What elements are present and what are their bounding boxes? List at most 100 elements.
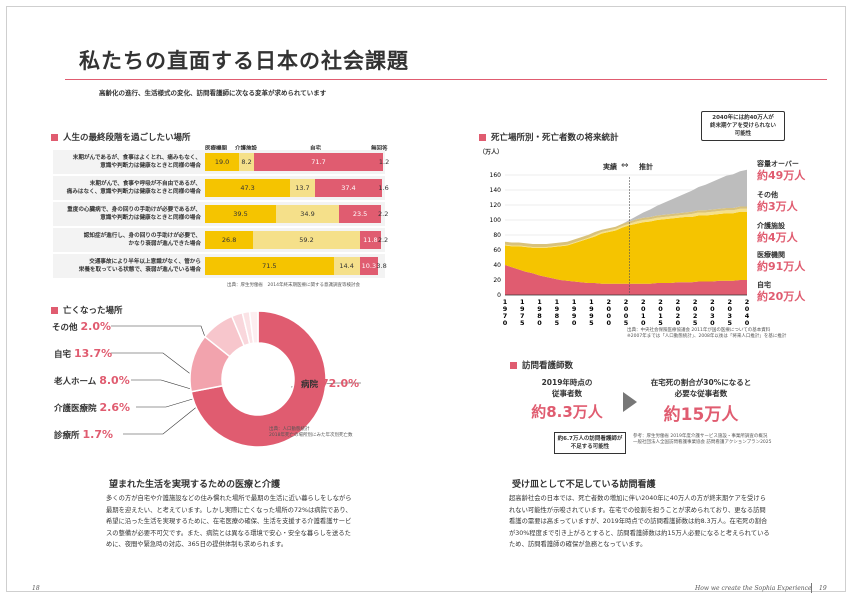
x-tick-label: 1 bbox=[537, 298, 542, 306]
death-chart-heading: 死亡場所別・死亡者数の将来統計 bbox=[479, 131, 619, 143]
y-tick-label: 20 bbox=[493, 277, 501, 284]
bar-segment-hospital: 19.0 bbox=[205, 153, 240, 171]
y-tick-label: 120 bbox=[490, 202, 502, 209]
death-place-donut bbox=[111, 310, 361, 448]
x-tick-label: 2 bbox=[693, 298, 698, 306]
donut-leader-line bbox=[131, 379, 202, 393]
x-tick-label: 0 bbox=[676, 305, 681, 313]
x-tick-label: 0 bbox=[624, 312, 629, 320]
x-tick-label: 2 bbox=[676, 312, 681, 320]
bar-segment-care: 13.7 bbox=[290, 179, 315, 197]
x-tick-label: 2 bbox=[710, 298, 715, 306]
area-series-4 bbox=[505, 169, 747, 244]
x-tick-label: 2 bbox=[641, 298, 646, 306]
col-header-noanswer: 無回答 bbox=[371, 146, 388, 152]
donut-label-hospital: 病院 72.0% bbox=[301, 377, 360, 390]
legend-care: 介護施設 約4万人 bbox=[757, 222, 798, 244]
area-series-3 bbox=[505, 206, 747, 247]
bar-segment-noanswer: 2.2 bbox=[377, 236, 389, 244]
x-tick-label: 3 bbox=[727, 312, 732, 320]
heading-marker bbox=[479, 133, 486, 141]
bar-segment-noanswer: 2.2 bbox=[378, 210, 389, 218]
death-chart-unit: （万人） bbox=[479, 149, 504, 156]
legend-hospital: 医療機関 約91万人 bbox=[757, 251, 806, 273]
place-row-label: 交通事故により半年以上意識がなく、管から 栄養を取っている状態で、衰弱が進んでいる… bbox=[78, 259, 201, 273]
place-chart-heading-text: 人生の最終段階を過ごしたい場所 bbox=[63, 133, 191, 143]
nurses-right-label: 在宅死の割合が30%になると 必要な従事者数 bbox=[650, 378, 752, 398]
x-tick-label: 2 bbox=[693, 312, 698, 320]
col-header-care: 介護施設 bbox=[235, 146, 258, 152]
brochure-page: 私たちの直面する日本の社会課題 高齢化の進行、生活様式の変化、訪問看護師に次なる… bbox=[6, 6, 846, 593]
nurses-heading-text: 訪問看護師数 bbox=[522, 361, 574, 371]
area-series-2 bbox=[505, 208, 747, 248]
x-tick-label: 0 bbox=[658, 305, 663, 313]
legend-home: 自宅 約20万人 bbox=[757, 281, 806, 303]
x-tick-label: 1 bbox=[503, 298, 508, 306]
bar-segment-hospital: 26.8 bbox=[205, 231, 254, 249]
x-tick-label: 0 bbox=[537, 319, 542, 327]
donut-label-nursinghome: 老人ホーム 8.0% bbox=[54, 374, 130, 387]
x-tick-label: 9 bbox=[555, 305, 560, 313]
nurses-source: 参考：厚生労働省 2019年度介護サービス施設・事業所調査の概況 一般社団法人全国… bbox=[633, 434, 772, 445]
donut-slice bbox=[190, 310, 327, 448]
donut-label-other: その他 2.0% bbox=[52, 320, 111, 333]
death-chart-source: 出典：中央社会保険医療協議会 2011年が国の医療についての基本資料 ※2007年… bbox=[627, 328, 787, 339]
bar-segment-hospital: 39.5 bbox=[205, 205, 277, 223]
area-series-1 bbox=[505, 211, 747, 284]
y-tick-label: 40 bbox=[493, 262, 501, 269]
col-header-hospital: 医療機関 bbox=[205, 146, 228, 152]
x-tick-label: 3 bbox=[710, 312, 715, 320]
forecast-label: 推計 bbox=[639, 163, 653, 171]
x-tick-label: 9 bbox=[537, 305, 542, 313]
death-place-heading-text: 亡くなった場所 bbox=[63, 306, 123, 316]
x-tick-label: 0 bbox=[572, 319, 577, 327]
heading-marker bbox=[51, 306, 58, 314]
nurses-shortage-box: 約6.7万人の訪問看護師が 不足する可能性 bbox=[554, 432, 626, 454]
x-tick-label: 1 bbox=[641, 312, 646, 320]
death-place-source: 出典：人口動態統計 2018年死亡の場所別にみた年次別死亡数 bbox=[269, 427, 353, 438]
x-tick-label: 5 bbox=[693, 319, 698, 327]
donut-leader-line bbox=[111, 352, 202, 383]
place-row-label: 末期がんであるが、食事はよくとれ、痛みもなく、 意識や判断力は健康なときと同様の場… bbox=[72, 155, 201, 169]
nurses-right-value: 約15万人 bbox=[663, 405, 739, 425]
bar-segment-care: 34.9 bbox=[276, 205, 339, 223]
place-row-label: 認知症が進行し、身の回りの手助けが必要で、 かなり衰弱が進んできた場合 bbox=[83, 233, 201, 247]
x-tick-label: 0 bbox=[606, 319, 611, 327]
x-tick-label: 2 bbox=[745, 298, 750, 306]
lead-text: 高齢化の進行、生活様式の変化、訪問看護師に次なる変革が求められています bbox=[99, 89, 327, 97]
bar-segment-home: 23.5 bbox=[338, 205, 382, 223]
title-rule bbox=[65, 79, 827, 80]
x-tick-label: 1 bbox=[658, 312, 663, 320]
article-left-title: 望まれた生活を実現するための医療と介護 bbox=[109, 480, 281, 490]
x-tick-label: 2 bbox=[676, 298, 681, 306]
footer-divider bbox=[811, 583, 812, 593]
x-tick-label: 1 bbox=[555, 298, 560, 306]
bar-segment-home: 71.7 bbox=[253, 153, 383, 171]
x-tick-label: 7 bbox=[520, 312, 525, 320]
nurses-left-label: 2019年時点の 従事者数 bbox=[541, 378, 593, 398]
x-tick-label: 9 bbox=[520, 305, 525, 313]
x-tick-label: 4 bbox=[745, 312, 750, 320]
x-tick-label: 7 bbox=[503, 312, 508, 320]
bar-segment-noanswer: 1.2 bbox=[378, 158, 390, 166]
donut-leader-lines bbox=[111, 325, 361, 435]
x-tick-label: 1 bbox=[572, 298, 577, 306]
x-tick-label: 5 bbox=[520, 319, 525, 327]
footer-right-page: 19 bbox=[819, 585, 827, 592]
bar-segment-care: 8.2 bbox=[239, 153, 254, 171]
x-tick-label: 2 bbox=[727, 298, 732, 306]
x-tick-label: 0 bbox=[745, 305, 750, 313]
x-tick-label: 2 bbox=[658, 298, 663, 306]
bar-segment-hospital: 71.5 bbox=[205, 257, 334, 275]
death-place-heading: 亡くなった場所 bbox=[51, 304, 123, 316]
donut-label-clinic: 診療所 1.7% bbox=[54, 428, 113, 441]
bar-segment-home: 37.4 bbox=[314, 179, 383, 197]
bar-segment-noanswer: 3.8 bbox=[376, 262, 387, 270]
x-tick-label: 1 bbox=[589, 298, 594, 306]
x-tick-label: 2 bbox=[606, 298, 611, 306]
x-tick-label: 5 bbox=[727, 319, 732, 327]
x-tick-label: 1 bbox=[520, 298, 525, 306]
x-tick-label: 0 bbox=[727, 305, 732, 313]
place-row-label: 重度の心臓病で、身の回りの手助けが必要であるが、 意識や判断力は健康なときと同様の… bbox=[67, 207, 201, 221]
